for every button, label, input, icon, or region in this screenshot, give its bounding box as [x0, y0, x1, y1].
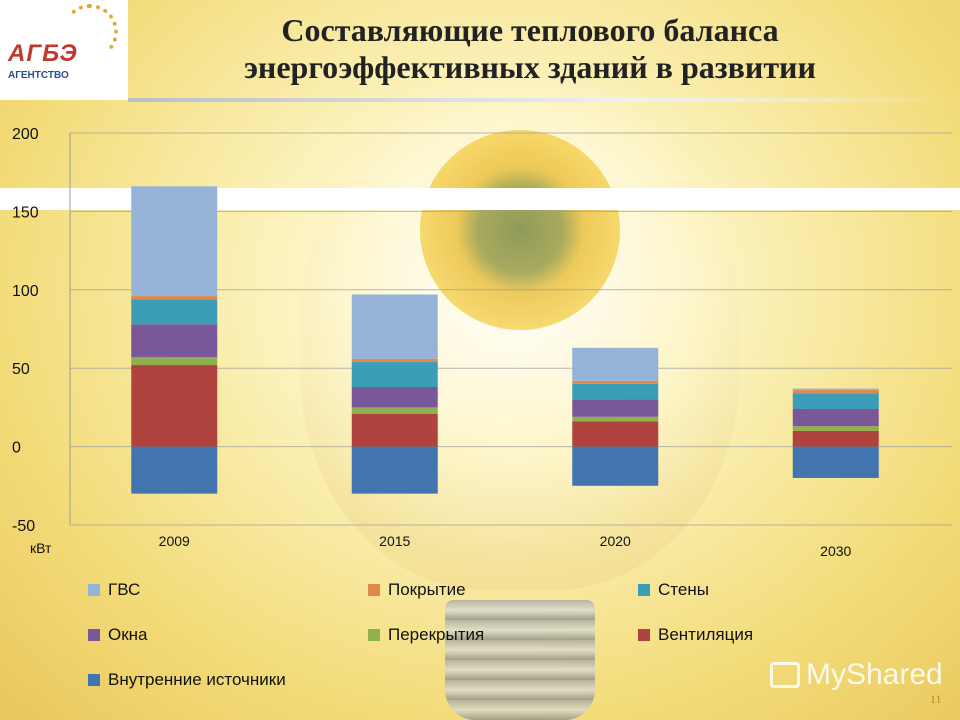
y-tick-label: -50 — [12, 518, 35, 535]
watermark: MyShared — [770, 658, 943, 692]
bar-segment — [351, 358, 438, 362]
bar-segment — [351, 446, 438, 494]
watermark-text: MyShared — [806, 658, 943, 691]
x-category-label: 2009 — [159, 533, 190, 549]
bar-segment — [131, 186, 218, 297]
x-category-label: 2020 — [600, 533, 631, 549]
legend-item: Перекрытия — [368, 625, 484, 645]
white-band — [0, 188, 960, 210]
legend-item: ГВС — [88, 580, 140, 600]
logo-sub-text: АГЕНТСТВО — [8, 70, 69, 81]
legend-label: Окна — [108, 625, 148, 644]
bar-segment — [351, 361, 438, 388]
title-line-2: энергоэффективных зданий в развитии — [244, 49, 816, 85]
legend-label: Вентиляция — [658, 625, 754, 644]
bar-segment — [792, 388, 879, 391]
y-tick-label: 0 — [12, 440, 21, 457]
y-tick-label: 200 — [12, 126, 39, 143]
bar-segment — [351, 413, 438, 447]
logo-main-text: АГБЭ — [8, 40, 78, 67]
legend-swatch — [88, 584, 100, 596]
legend-label: Стены — [658, 580, 709, 599]
page-number: 11 — [930, 692, 942, 706]
y-tick-label: 100 — [12, 283, 39, 300]
legend-item: Вентиляция — [638, 625, 753, 645]
legend-swatch — [368, 584, 380, 596]
legend-item: Окна — [88, 625, 148, 645]
bar-segment — [572, 446, 659, 486]
legend-label: Внутренние источники — [108, 670, 286, 689]
bar-segment — [792, 393, 879, 409]
bar-segment — [131, 299, 218, 325]
legend-swatch — [88, 629, 100, 641]
bar-segment — [572, 421, 659, 447]
bulb-socket-image — [445, 600, 595, 720]
y-tick-label: 50 — [12, 361, 30, 378]
bar-segment — [792, 430, 879, 447]
x-category-label: 2030 — [820, 543, 851, 559]
bar-segment — [131, 324, 218, 358]
bar-segment — [572, 399, 659, 417]
legend-label: Перекрытия — [388, 625, 485, 644]
legend-swatch — [88, 674, 100, 686]
bar-segment — [572, 416, 659, 422]
sunflower-image — [420, 130, 620, 330]
bar-segment — [351, 294, 438, 359]
bar-segment — [351, 387, 438, 408]
bar-segment — [351, 407, 438, 414]
title-divider — [128, 98, 960, 102]
logo: АГБЭ АГЕНТСТВО — [0, 0, 128, 100]
legend-swatch — [368, 629, 380, 641]
legend-item: Покрытие — [368, 580, 466, 600]
logo-sun-icon — [62, 4, 118, 60]
bar-segment — [572, 383, 659, 400]
legend-item: Внутренние источники — [88, 670, 286, 690]
bar-segment — [572, 380, 659, 384]
bar-segment — [131, 357, 218, 366]
presentation-icon — [770, 662, 800, 688]
x-category-label: 2015 — [379, 533, 410, 549]
unit-label: кВт — [30, 540, 52, 556]
legend-item: Стены — [638, 580, 709, 600]
legend-label: Покрытие — [388, 580, 466, 599]
bar-segment — [792, 446, 879, 478]
bar-segment — [131, 296, 218, 300]
slide-title: Составляющие теплового баланса энергоэфф… — [150, 12, 910, 86]
bar-segment — [792, 390, 879, 394]
legend-swatch — [638, 629, 650, 641]
title-line-1: Составляющие теплового баланса — [281, 12, 779, 48]
bar-segment — [792, 408, 879, 427]
bar-segment — [792, 426, 879, 431]
y-tick-label: 150 — [12, 204, 39, 221]
bar-segment — [131, 365, 218, 447]
legend-label: ГВС — [108, 580, 141, 599]
bar-segment — [131, 446, 218, 494]
bar-segment — [572, 347, 659, 381]
legend-swatch — [638, 584, 650, 596]
